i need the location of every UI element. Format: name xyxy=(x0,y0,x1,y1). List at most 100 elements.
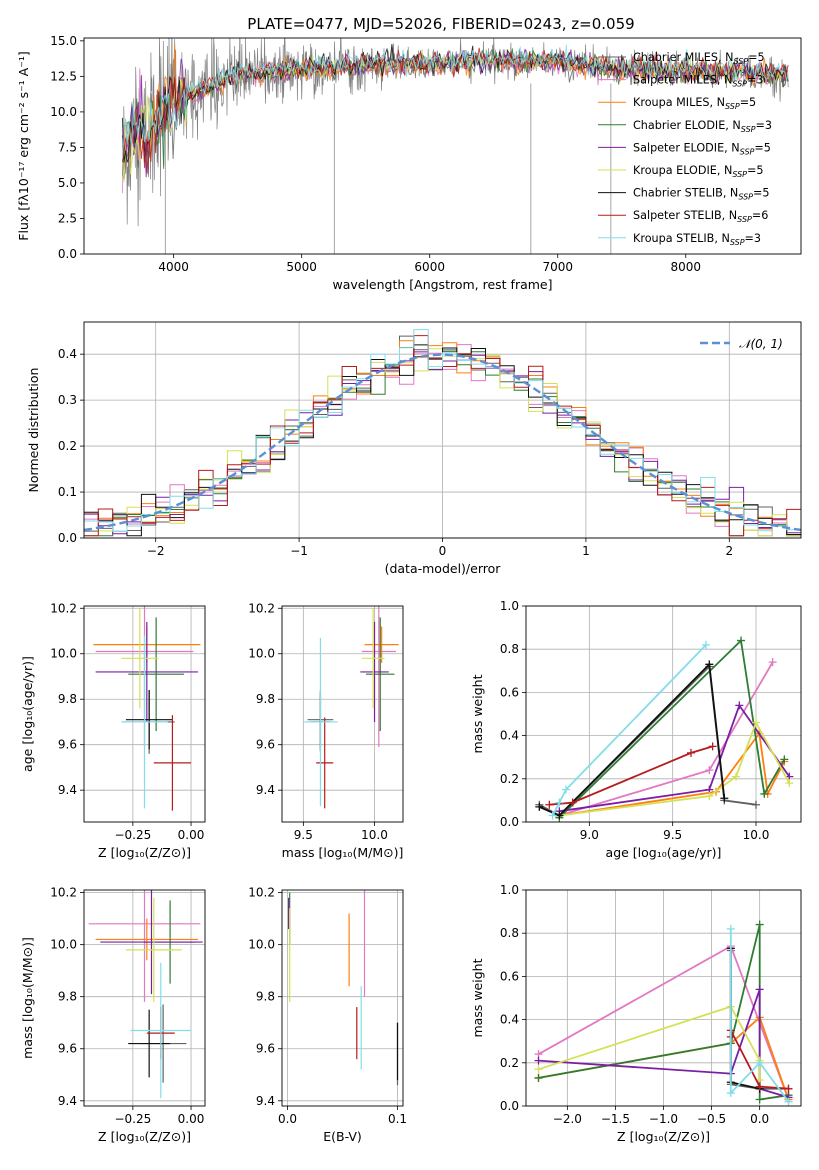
x-axis-label: Z [log₁₀(Z/Z⊙)] xyxy=(98,845,191,860)
model-line-7 xyxy=(121,43,789,163)
weight-line-4 xyxy=(558,638,786,819)
errorbar-point-3 xyxy=(364,626,399,663)
axes-frame xyxy=(83,605,206,823)
weight-marker xyxy=(784,1084,793,1093)
x-tick-label: −1.0 xyxy=(649,1112,678,1126)
y-tick-label: 0.2 xyxy=(500,1056,519,1070)
y-tick-label: 0.4 xyxy=(500,1013,519,1027)
x-tick-label: −0.25 xyxy=(114,1112,151,1126)
y-axis-label: mass [log₁₀(M/M⊙)] xyxy=(20,937,35,1059)
x-tick-label: 0.0 xyxy=(278,1112,297,1126)
errorbar-point-5 xyxy=(360,621,389,722)
x-tick-label: 1 xyxy=(582,544,590,558)
y-tick-label: 1.0 xyxy=(500,599,519,613)
y-tick-label: 9.8 xyxy=(58,990,77,1004)
axes-frame xyxy=(281,889,404,1107)
axes-frame xyxy=(83,321,802,539)
y-tick-label: 10.0 xyxy=(50,647,77,661)
y-tick-label: 10.0 xyxy=(248,647,275,661)
weight-marker xyxy=(755,1058,764,1067)
x-axis-label: Z [log₁₀(Z/Z⊙)] xyxy=(98,1129,191,1144)
x-axis-label: Z [log₁₀(Z/Z⊙)] xyxy=(617,1129,710,1144)
weight-marker xyxy=(785,779,794,788)
plot-area-mass-vs-Z xyxy=(88,890,203,1099)
weight-line-9 xyxy=(551,644,707,816)
y-tick-label: 9.4 xyxy=(256,1094,275,1108)
axes-frame xyxy=(83,889,206,1107)
weight-marker xyxy=(534,1073,543,1082)
y-tick-label: 9.6 xyxy=(58,738,77,752)
y-tick-label: 10.2 xyxy=(248,886,275,900)
weight-marker xyxy=(752,800,760,809)
y-axis-label: Flux [fλ10⁻¹⁷ erg cm⁻² s⁻¹ A⁻¹] xyxy=(16,51,31,240)
x-tick-label: 10.0 xyxy=(743,828,770,842)
weight-marker xyxy=(708,742,717,751)
errorbar-point-7 xyxy=(128,1009,171,1078)
y-tick-label: 1.0 xyxy=(500,883,519,897)
x-tick-label: 7000 xyxy=(542,260,573,274)
plot-area-spectrum xyxy=(121,38,789,254)
legend-entry: Kroupa ELODIE, NSSP=5 xyxy=(633,164,764,179)
legend-entry: Chabrier MILES, NSSP=5 xyxy=(633,51,765,66)
axes-residuals: −2 −1 0 1 2 0.0 0.1 0.2 0.3 0.4 (data-model)/error… xyxy=(26,321,802,576)
y-tick-label: 0.4 xyxy=(500,729,519,743)
y-tick-label: 0.8 xyxy=(500,926,519,940)
axes-weight-vs-Z: −2.0 −1.5 −1.0 −0.5 0.0 0.0 0.2 0.4 0.6 0.8 1.0 Z [… xyxy=(470,883,802,1144)
y-axis-label: mass weight xyxy=(470,674,485,753)
figure-title: PLATE=0477, MJD=52026, FIBERID=0243, z=0… xyxy=(247,15,634,33)
x-tick-label: −1.5 xyxy=(601,1112,630,1126)
plot-area-residuals xyxy=(84,329,801,537)
errorbar-point-2 xyxy=(88,890,201,1002)
weight-marker xyxy=(545,800,554,809)
axes-age-vs-Z: −0.25 0.00 9.4 9.6 9.8 10.0 10.2 Z [log₁₀(Z/Z⊙)… xyxy=(20,601,206,860)
x-tick-label: 0.0 xyxy=(750,1112,769,1126)
errorbar-point-8 xyxy=(153,715,192,811)
y-tick-label: 2.5 xyxy=(58,211,77,225)
y-tick-label: 10.0 xyxy=(50,938,77,952)
weight-marker xyxy=(534,1065,543,1074)
x-tick-label: 2 xyxy=(725,544,733,558)
weight-marker xyxy=(755,985,764,994)
errorbar-point-3 xyxy=(95,918,199,961)
legend-entry: Chabrier STELIB, NSSP=5 xyxy=(633,187,770,202)
x-axis-label: wavelength [Angstrom, rest frame] xyxy=(332,277,552,292)
x-tick-label: 6000 xyxy=(414,260,445,274)
x-axis-label: mass [log₁₀(M/M⊙)] xyxy=(282,845,404,860)
errorbar-point-8 xyxy=(316,717,334,809)
weight-marker xyxy=(705,660,714,669)
y-axis-label: age [log₁₀(age/yr)] xyxy=(20,656,35,772)
weight-marker xyxy=(784,1097,793,1106)
weight-marker xyxy=(568,798,577,807)
plot-area-mass-vs-EBV xyxy=(288,890,399,1086)
errorbar-point-9 xyxy=(121,635,168,809)
weight-marker xyxy=(735,701,744,710)
legend-entry: Salpeter MILES, NSSP=3 xyxy=(633,74,764,89)
weight-line-5 xyxy=(559,703,791,813)
axes-mass-vs-Z: −0.25 0.00 9.4 9.6 9.8 10.0 10.2 Z [log₁₀(Z/Z⊙)… xyxy=(20,886,206,1144)
y-tick-label: 0.0 xyxy=(500,1099,519,1113)
model-line-9 xyxy=(121,44,789,159)
axes-frame xyxy=(525,605,802,823)
errorbar-point-6 xyxy=(125,897,182,1002)
errorbar-point-5 xyxy=(100,890,203,995)
weight-line-7 xyxy=(538,662,726,817)
x-tick-label: −0.5 xyxy=(697,1112,726,1126)
model-line-5 xyxy=(121,48,789,178)
weight-marker xyxy=(702,640,710,649)
x-tick-label: −2.0 xyxy=(553,1112,582,1126)
y-tick-label: 5.0 xyxy=(58,176,77,190)
plot-area-weight-vs-Z xyxy=(534,920,793,1106)
legend-entry: 𝒩(0, 1) xyxy=(739,337,783,351)
weight-marker xyxy=(780,755,789,764)
y-tick-label: 0.2 xyxy=(58,439,77,453)
y-axis-label: mass weight xyxy=(470,958,485,1037)
weight-line-6 xyxy=(538,1005,761,1081)
y-tick-label: 9.4 xyxy=(58,1094,77,1108)
plot-area-age-vs-Z xyxy=(93,606,201,811)
y-tick-label: 0.0 xyxy=(58,247,77,261)
weight-marker xyxy=(705,766,714,775)
y-tick-label: 0.8 xyxy=(500,642,519,656)
x-tick-label: 5000 xyxy=(286,260,317,274)
y-tick-label: 0.6 xyxy=(500,969,519,983)
